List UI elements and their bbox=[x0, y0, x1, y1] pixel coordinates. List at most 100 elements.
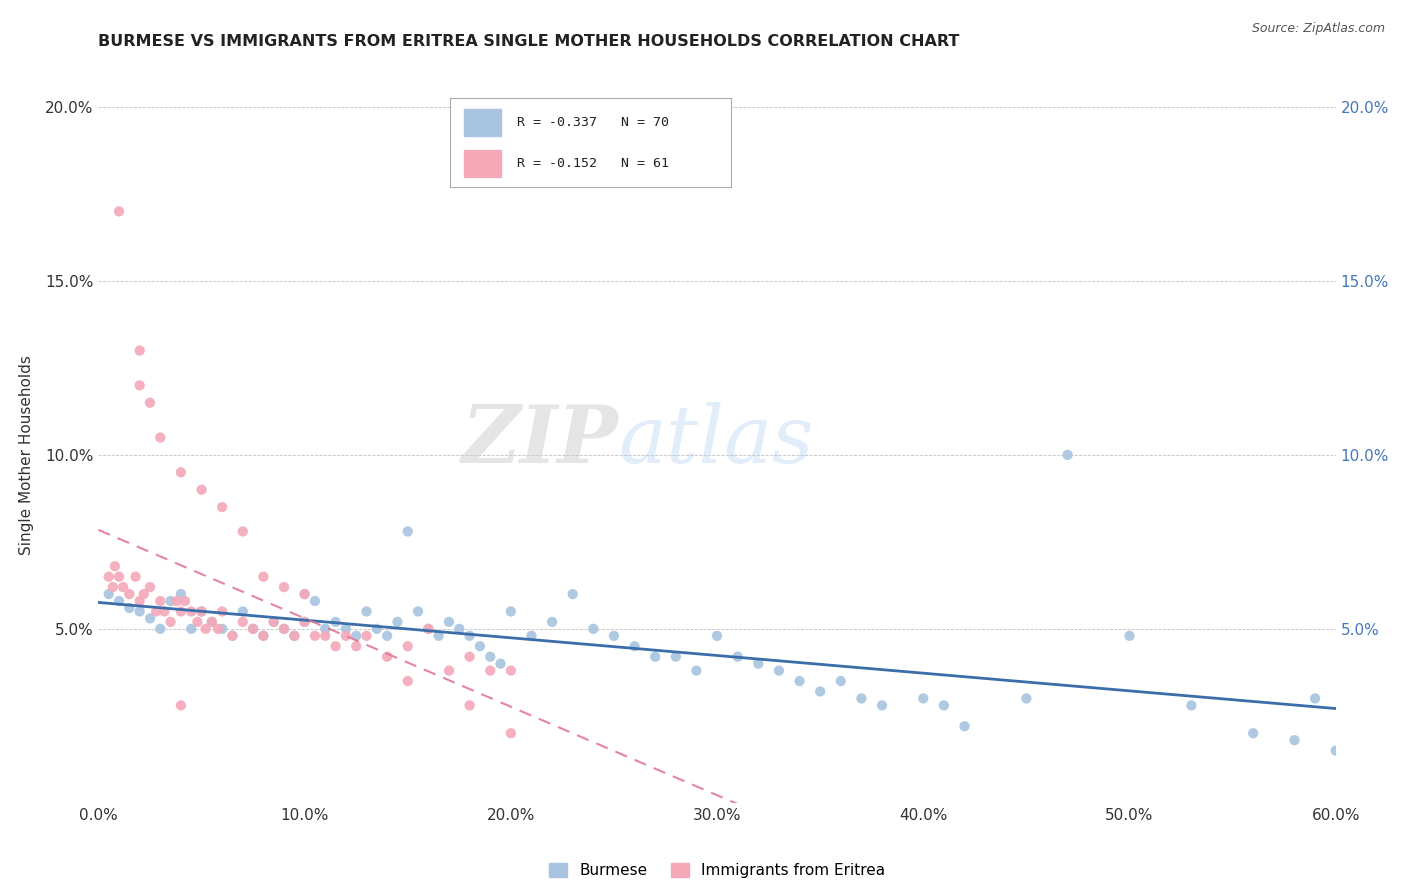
Point bbox=[685, 664, 707, 678]
Point bbox=[427, 629, 450, 643]
Point bbox=[499, 664, 522, 678]
Point bbox=[520, 629, 543, 643]
Point bbox=[437, 615, 460, 629]
Point bbox=[870, 698, 893, 713]
Point bbox=[118, 587, 141, 601]
Point bbox=[170, 698, 193, 713]
Point bbox=[396, 639, 419, 653]
Point bbox=[108, 570, 131, 584]
Point bbox=[211, 605, 233, 619]
Point bbox=[851, 691, 873, 706]
Point bbox=[335, 629, 357, 643]
Point bbox=[458, 649, 481, 664]
Point bbox=[263, 615, 285, 629]
Point bbox=[808, 684, 831, 698]
Point bbox=[603, 629, 626, 643]
Point bbox=[170, 466, 193, 480]
Point bbox=[190, 605, 212, 619]
Point bbox=[561, 587, 583, 601]
Point bbox=[201, 615, 224, 629]
Point bbox=[97, 587, 120, 601]
Point bbox=[344, 629, 367, 643]
Point bbox=[468, 639, 491, 653]
Text: R = -0.152   N = 61: R = -0.152 N = 61 bbox=[517, 157, 669, 169]
Point bbox=[201, 615, 224, 629]
Point bbox=[325, 615, 347, 629]
Point bbox=[170, 605, 193, 619]
Text: BURMESE VS IMMIGRANTS FROM ERITREA SINGLE MOTHER HOUSEHOLDS CORRELATION CHART: BURMESE VS IMMIGRANTS FROM ERITREA SINGL… bbox=[98, 34, 960, 49]
Point bbox=[406, 605, 429, 619]
Point bbox=[139, 580, 162, 594]
Point bbox=[1303, 691, 1326, 706]
Text: R = -0.337   N = 70: R = -0.337 N = 70 bbox=[517, 116, 669, 128]
Point bbox=[128, 605, 150, 619]
Point bbox=[294, 615, 316, 629]
Point bbox=[953, 719, 976, 733]
Point bbox=[186, 615, 208, 629]
Point bbox=[211, 622, 233, 636]
Text: ZIP: ZIP bbox=[461, 402, 619, 480]
Point bbox=[418, 622, 440, 636]
Point bbox=[211, 500, 233, 514]
Point bbox=[128, 594, 150, 608]
Point bbox=[190, 605, 212, 619]
Point bbox=[180, 622, 202, 636]
Point bbox=[387, 615, 409, 629]
Point bbox=[706, 629, 728, 643]
Point bbox=[159, 615, 181, 629]
Point bbox=[149, 431, 172, 445]
Point bbox=[124, 570, 146, 584]
Point bbox=[159, 594, 181, 608]
Point bbox=[101, 580, 124, 594]
Point bbox=[1118, 629, 1140, 643]
Point bbox=[479, 649, 502, 664]
Point bbox=[747, 657, 769, 671]
Point bbox=[665, 649, 688, 664]
Point bbox=[108, 594, 131, 608]
Point bbox=[170, 587, 193, 601]
Point bbox=[263, 615, 285, 629]
Point bbox=[252, 570, 274, 584]
Point bbox=[499, 605, 522, 619]
Point bbox=[294, 587, 316, 601]
Point bbox=[830, 674, 852, 689]
Point bbox=[273, 622, 295, 636]
Point bbox=[314, 629, 336, 643]
Point bbox=[174, 594, 197, 608]
Point bbox=[128, 343, 150, 358]
Point bbox=[932, 698, 955, 713]
Point bbox=[335, 622, 357, 636]
FancyBboxPatch shape bbox=[464, 150, 501, 177]
FancyBboxPatch shape bbox=[464, 109, 501, 136]
Y-axis label: Single Mother Households: Single Mother Households bbox=[20, 355, 34, 555]
Point bbox=[221, 629, 243, 643]
Point bbox=[128, 378, 150, 392]
Point bbox=[194, 622, 217, 636]
Point bbox=[283, 629, 305, 643]
Legend: Burmese, Immigrants from Eritrea: Burmese, Immigrants from Eritrea bbox=[541, 855, 893, 886]
Point bbox=[396, 674, 419, 689]
Point bbox=[252, 629, 274, 643]
Point bbox=[273, 580, 295, 594]
Point bbox=[242, 622, 264, 636]
Point bbox=[207, 622, 229, 636]
Point bbox=[190, 483, 212, 497]
Point bbox=[232, 615, 254, 629]
Point bbox=[366, 622, 388, 636]
Point bbox=[149, 594, 172, 608]
Point bbox=[479, 664, 502, 678]
Point bbox=[166, 594, 188, 608]
Point bbox=[304, 629, 326, 643]
Point bbox=[582, 622, 605, 636]
Point bbox=[375, 649, 398, 664]
Point bbox=[1241, 726, 1264, 740]
Point bbox=[325, 639, 347, 653]
Point bbox=[149, 622, 172, 636]
Point bbox=[499, 726, 522, 740]
Point bbox=[344, 639, 367, 653]
Point bbox=[356, 629, 378, 643]
Point bbox=[1324, 744, 1347, 758]
Point bbox=[1056, 448, 1078, 462]
Point bbox=[437, 664, 460, 678]
Point bbox=[108, 204, 131, 219]
